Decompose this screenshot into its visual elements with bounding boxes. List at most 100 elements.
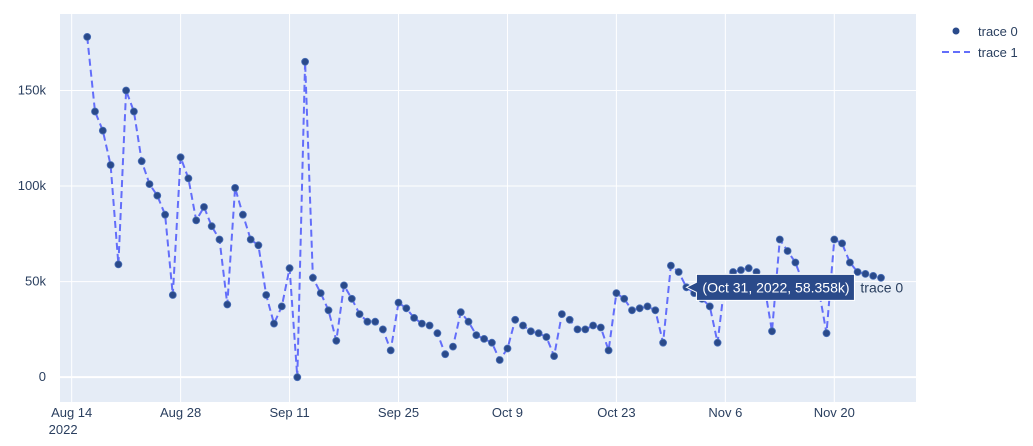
trace-0-point[interactable]: [207, 222, 216, 231]
trace-0-point[interactable]: [651, 306, 660, 315]
trace-0-point[interactable]: [301, 57, 310, 66]
trace-0-point[interactable]: [519, 321, 527, 330]
trace-0-point[interactable]: [122, 86, 130, 95]
trace-0-point[interactable]: [168, 291, 177, 299]
trace-0-point[interactable]: [386, 346, 395, 355]
trace-0-point[interactable]: [487, 338, 496, 347]
trace-0-point[interactable]: [495, 356, 504, 364]
trace-0-point[interactable]: [464, 317, 473, 326]
data-series[interactable]: [83, 33, 885, 382]
trace-0-point[interactable]: [161, 210, 170, 219]
trace-0-point[interactable]: [215, 235, 224, 244]
x-axis: Aug 14 2022 Aug 28 Sep 11 Sep 25 Oct 9 Oct 23 N…: [49, 405, 855, 437]
trace-0-point[interactable]: [433, 329, 442, 338]
trace-0-point[interactable]: [324, 306, 333, 315]
trace-0-point[interactable]: [628, 306, 636, 315]
trace-0-point[interactable]: [822, 329, 831, 338]
trace-0-point[interactable]: [853, 268, 862, 276]
trace-0-point[interactable]: [713, 338, 722, 347]
trace-0-point[interactable]: [768, 327, 776, 336]
trace-0-point[interactable]: [184, 174, 193, 183]
trace-0-point[interactable]: [705, 302, 714, 311]
trace-0-point[interactable]: [371, 317, 380, 326]
trace-0-point[interactable]: [503, 344, 512, 353]
trace-0-point[interactable]: [277, 302, 286, 311]
trace-0-point[interactable]: [293, 373, 302, 382]
trace-0-point[interactable]: [200, 203, 208, 211]
trace-0-point[interactable]: [145, 180, 154, 189]
legend-item-trace-1[interactable]: trace 1: [942, 45, 1018, 60]
trace-0-point[interactable]: [861, 269, 870, 278]
trace-0-point[interactable]: [581, 325, 590, 334]
trace-0-point[interactable]: [449, 342, 457, 351]
trace-0-point[interactable]: [129, 107, 138, 116]
trace-0-point[interactable]: [262, 291, 271, 299]
trace-0-point[interactable]: [417, 319, 426, 328]
trace-0-point[interactable]: [441, 350, 450, 359]
trace-0-point[interactable]: [534, 329, 543, 338]
trace-0-point[interactable]: [410, 313, 419, 322]
trace-0-point[interactable]: [91, 107, 99, 116]
trace-0-point[interactable]: [308, 273, 317, 282]
trace-0-point[interactable]: [394, 298, 403, 307]
trace-0-point[interactable]: [511, 315, 520, 324]
trace-0-point[interactable]: [83, 33, 92, 41]
trace-0-point[interactable]: [869, 271, 878, 280]
trace-0-point[interactable]: [635, 304, 644, 313]
trace-0-point[interactable]: [565, 315, 574, 324]
y-tick-label: 100k: [18, 178, 47, 193]
trace-0-point[interactable]: [153, 191, 162, 200]
trace-0-point[interactable]: [604, 346, 613, 355]
trace-0-point[interactable]: [137, 157, 146, 166]
trace-0-point[interactable]: [425, 321, 434, 330]
trace-0-point[interactable]: [340, 281, 348, 290]
trace-0-point[interactable]: [877, 273, 885, 282]
trace-0-point[interactable]: [285, 264, 294, 273]
trace-0-point[interactable]: [589, 321, 597, 330]
trace-0-point[interactable]: [363, 317, 372, 326]
trace-0-point[interactable]: [659, 338, 667, 347]
trace-0-point[interactable]: [192, 216, 201, 225]
trace-0-point[interactable]: [558, 310, 566, 319]
gridlines: [60, 14, 916, 402]
trace-0-point[interactable]: [667, 261, 675, 270]
trace-0-point[interactable]: [573, 325, 582, 334]
trace-0-point[interactable]: [643, 302, 652, 311]
trace-0-point[interactable]: [114, 260, 123, 269]
trace-0-point[interactable]: [316, 289, 325, 298]
trace-0-point[interactable]: [542, 333, 551, 341]
trace-0-point[interactable]: [480, 334, 489, 343]
trace-0-point[interactable]: [98, 126, 107, 135]
trace-0-point[interactable]: [737, 266, 745, 275]
legend-item-trace-0[interactable]: trace 0: [952, 24, 1018, 39]
trace-0-point[interactable]: [378, 325, 387, 334]
trace-0-point[interactable]: [106, 161, 115, 169]
trace-0-point[interactable]: [620, 294, 629, 303]
legend[interactable]: trace 0 trace 1: [942, 24, 1018, 60]
trace-0-point[interactable]: [254, 241, 263, 250]
trace-0-point[interactable]: [550, 352, 558, 361]
trace-0-point[interactable]: [783, 247, 792, 255]
trace-0-point[interactable]: [246, 235, 255, 244]
trace-0-point[interactable]: [347, 294, 356, 303]
trace-0-point[interactable]: [270, 319, 278, 328]
trace-0-point[interactable]: [830, 235, 839, 244]
trace-0-point[interactable]: [775, 235, 784, 244]
trace-0-point[interactable]: [526, 327, 535, 336]
trace-0-point[interactable]: [791, 258, 800, 267]
trace-0-point[interactable]: [223, 300, 232, 309]
trace-0-point[interactable]: [176, 153, 185, 162]
trace-0-point[interactable]: [231, 183, 240, 192]
trace-0-point[interactable]: [674, 268, 683, 276]
trace-0-point[interactable]: [472, 331, 481, 340]
trace-0-point[interactable]: [355, 310, 364, 319]
trace-0-point[interactable]: [612, 289, 621, 298]
trace-0-point[interactable]: [838, 239, 846, 248]
trace-0-point[interactable]: [596, 323, 605, 332]
trace-0-point[interactable]: [238, 210, 247, 219]
trace-0-point[interactable]: [846, 258, 854, 267]
trace-0-point[interactable]: [456, 308, 465, 317]
trace-0-point[interactable]: [744, 264, 753, 273]
trace-0-point[interactable]: [332, 336, 341, 345]
trace-0-point[interactable]: [402, 304, 411, 313]
